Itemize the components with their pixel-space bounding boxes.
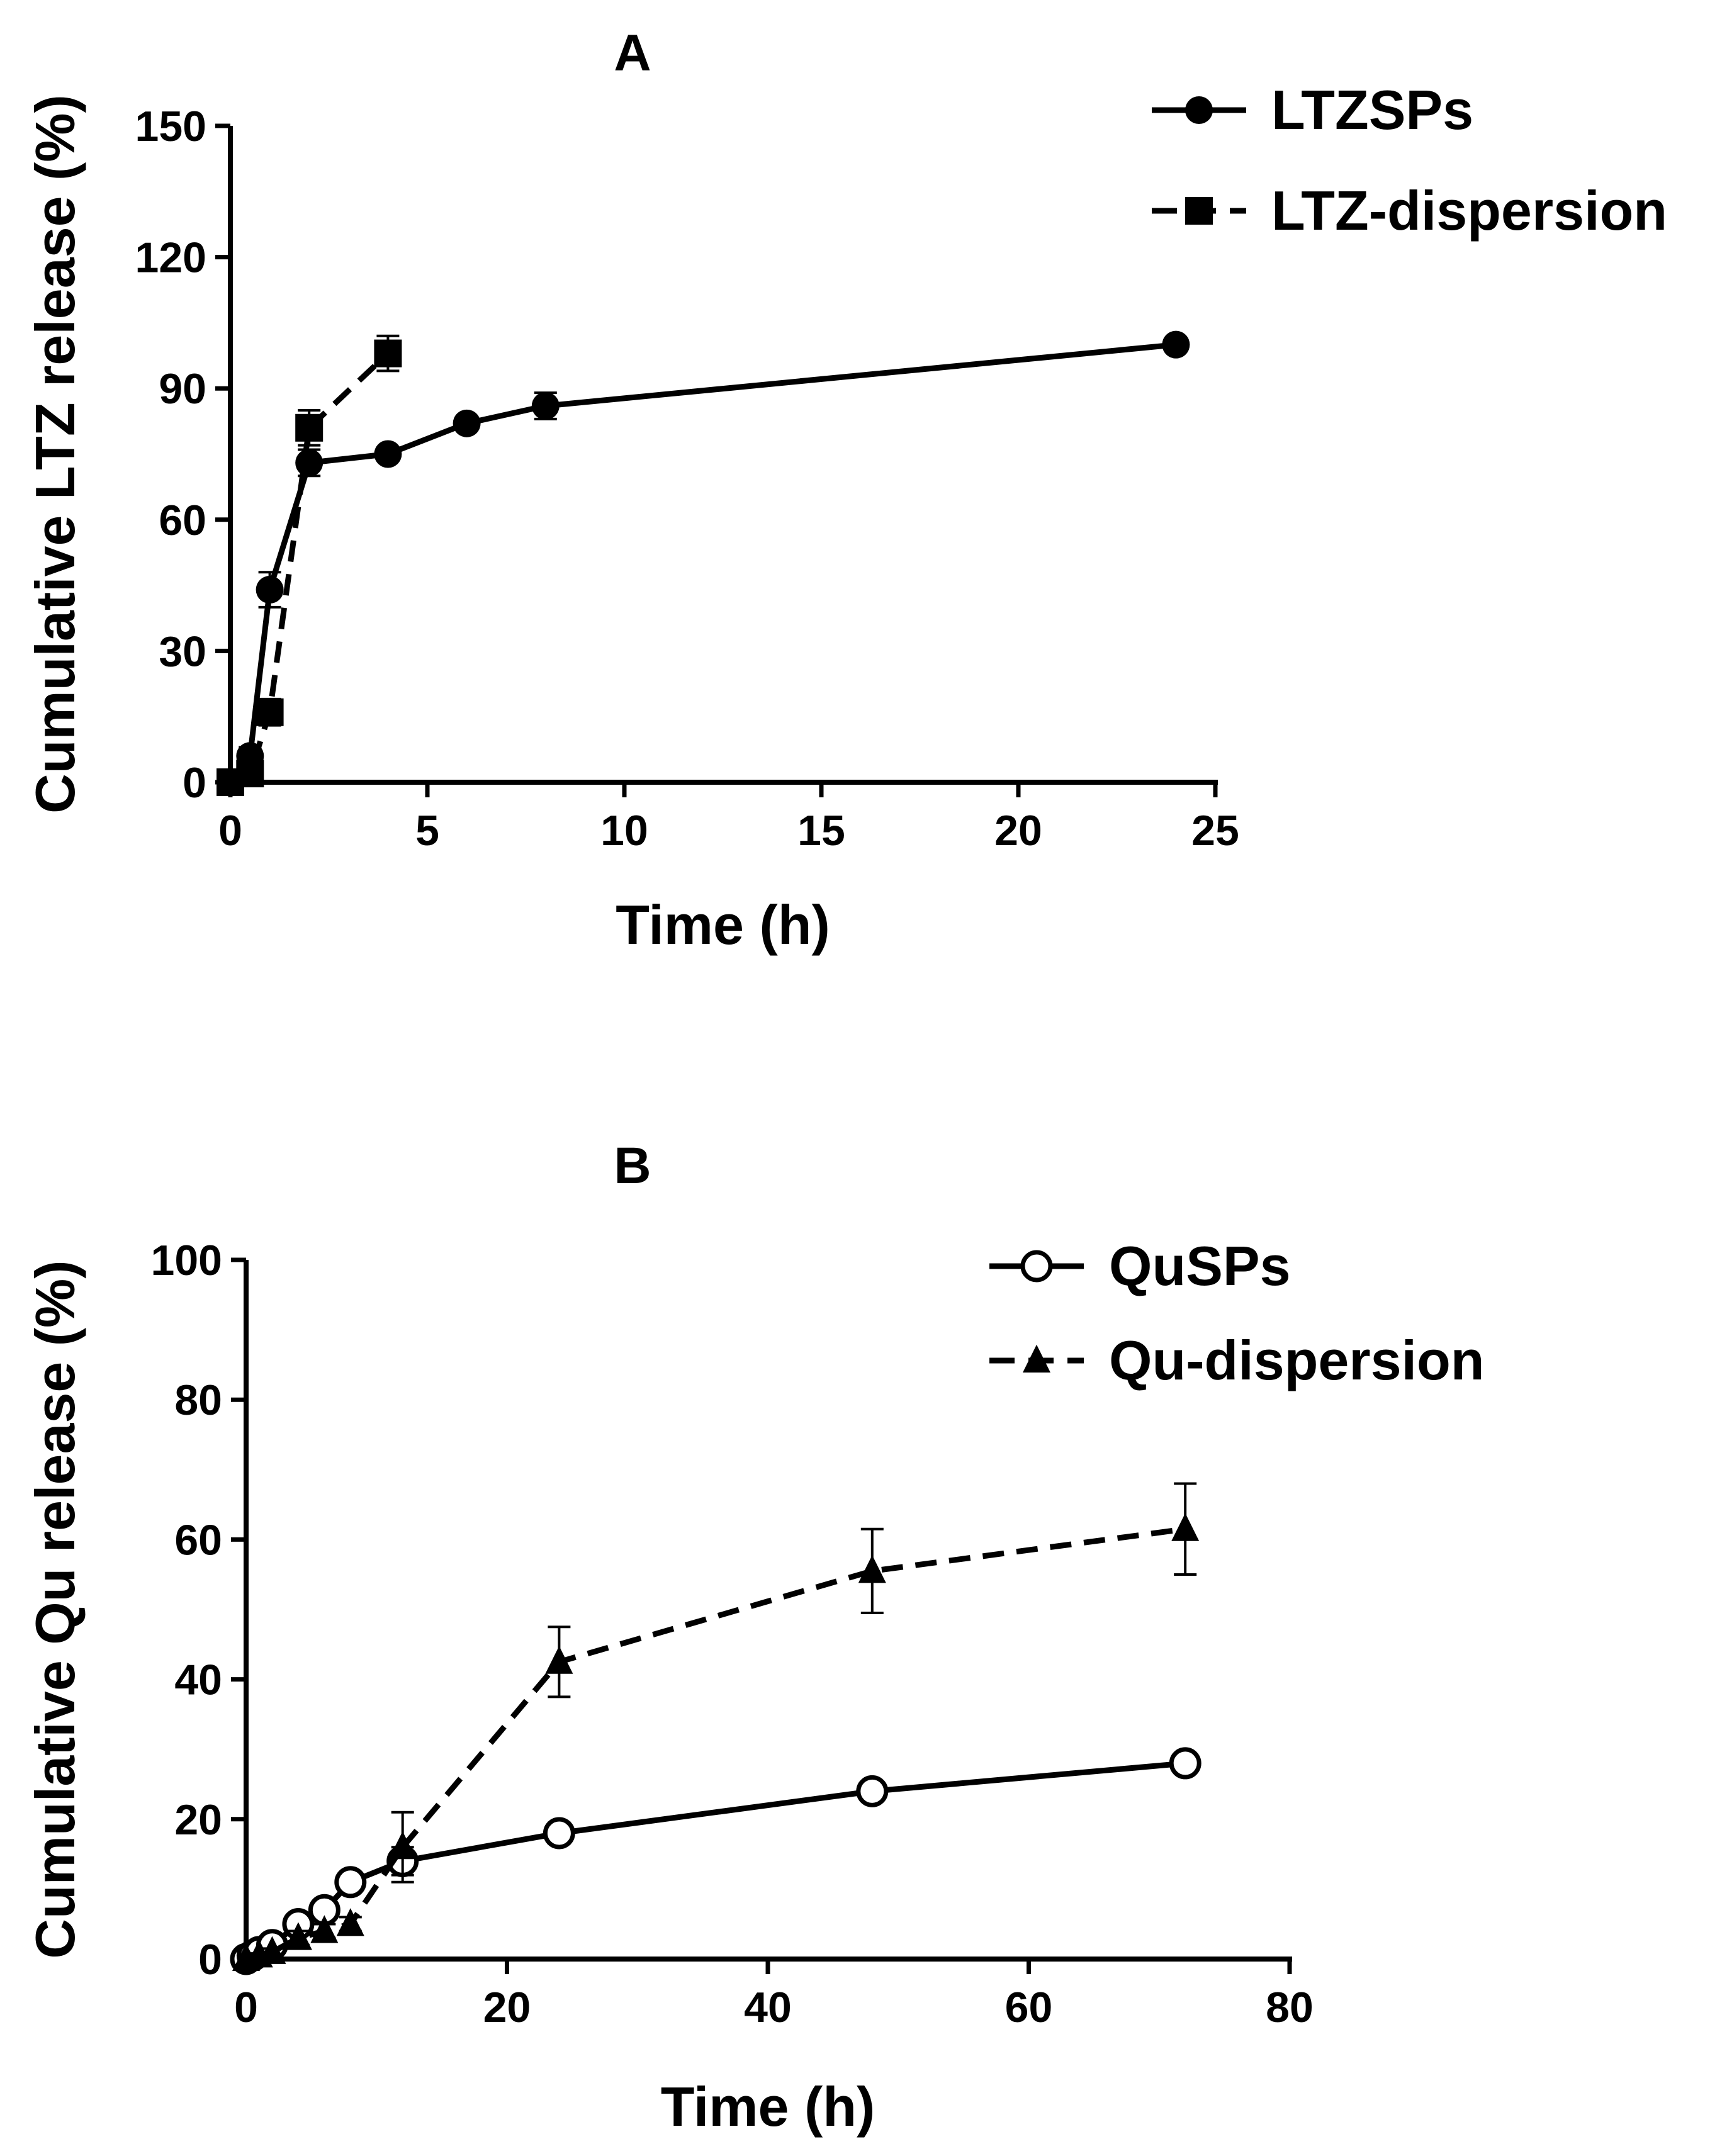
chart-title: B: [614, 1137, 651, 1194]
chart-panel-a: A 0 5 10 15 20 25 0 30 60 90 120 150 Time (h) Cumulati…: [24, 25, 1667, 956]
legend-entry-1: Qu-dispersion: [989, 1329, 1485, 1391]
legend-entry-1: LTZ-dispersion: [1152, 179, 1667, 242]
series-1: [217, 334, 402, 796]
chart-panel-b: B 0 20 40 60 80 0 20 40 60 80 100 Time (h) Cumulative…: [24, 1137, 1485, 2138]
y-tick-label: 0: [198, 1936, 222, 1984]
x-tick-label: 20: [994, 807, 1042, 855]
y-tick-label: 80: [174, 1376, 222, 1424]
data-point: [374, 339, 402, 368]
legend-marker: [1185, 197, 1213, 225]
data-point: [858, 1555, 886, 1583]
legend-label: QuSPs: [1109, 1235, 1291, 1297]
y-tick-label: 90: [159, 365, 206, 413]
data-point: [374, 440, 402, 468]
legend-entry-0: QuSPs: [989, 1235, 1291, 1297]
x-tick-label: 60: [1005, 1984, 1053, 2031]
legend-label: LTZ-dispersion: [1271, 179, 1667, 242]
data-point: [453, 409, 481, 437]
y-axis-title: Cumulative Qu release (%): [24, 1260, 86, 1958]
legend-entry-0: LTZSPs: [1152, 79, 1473, 141]
x-axis-title: Time (h): [661, 2075, 875, 2138]
data-point: [1162, 330, 1190, 359]
data-point: [284, 1922, 312, 1950]
data-point: [334, 1866, 367, 1899]
chart-title: A: [614, 25, 651, 82]
y-tick-label: 0: [183, 759, 206, 807]
y-tick-label: 100: [151, 1237, 222, 1284]
data-point: [388, 1831, 417, 1860]
data-point: [256, 576, 284, 604]
x-tick-label: 10: [600, 807, 648, 855]
series-1: [232, 1482, 1200, 1971]
x-tick-label: 20: [483, 1984, 531, 2031]
x-tick-label: 25: [1191, 807, 1239, 855]
data-point: [310, 1915, 339, 1943]
x-axis-title: Time (h): [616, 894, 830, 956]
y-tick-label: 20: [174, 1796, 222, 1844]
data-point: [295, 449, 324, 477]
y-tick-label: 150: [135, 103, 206, 150]
data-point: [1171, 1513, 1200, 1541]
legend-marker: [1185, 96, 1213, 124]
x-tick-label: 15: [797, 807, 845, 855]
x-tick-label: 5: [415, 807, 439, 855]
data-point: [295, 413, 324, 442]
data-point: [256, 698, 284, 726]
y-tick-label: 120: [135, 234, 206, 282]
legend-marker: [1023, 1344, 1050, 1373]
x-tick-label: 0: [234, 1984, 258, 2031]
y-tick-label: 60: [174, 1516, 222, 1564]
legend-label: LTZSPs: [1271, 79, 1473, 141]
y-axis-title: Cumulative LTZ release (%): [24, 94, 86, 814]
x-tick-label: 80: [1266, 1984, 1314, 2031]
y-tick-label: 60: [159, 497, 206, 544]
data-point: [543, 1817, 575, 1850]
data-point: [336, 1908, 364, 1936]
y-tick-label: 40: [174, 1656, 222, 1704]
data-point: [236, 760, 264, 788]
data-point: [545, 1646, 573, 1674]
legend-label: Qu-dispersion: [1109, 1329, 1485, 1391]
y-tick-label: 30: [159, 627, 206, 675]
data-point: [1169, 1747, 1201, 1780]
data-point: [856, 1775, 889, 1807]
data-point: [258, 1936, 286, 1964]
legend-marker: [1020, 1250, 1053, 1283]
data-point: [531, 392, 560, 420]
x-tick-label: 0: [218, 807, 242, 855]
x-tick-label: 40: [744, 1984, 792, 2031]
